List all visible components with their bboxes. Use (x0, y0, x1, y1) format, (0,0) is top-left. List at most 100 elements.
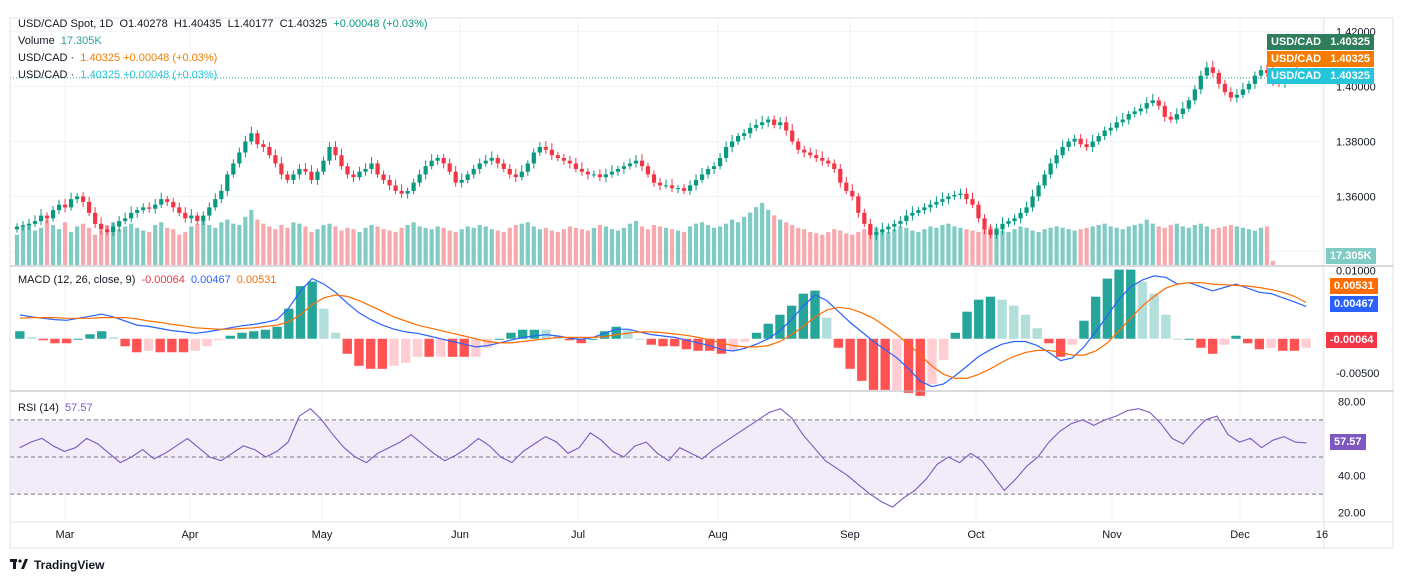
candle-body (976, 204, 981, 219)
volume-bar (736, 222, 741, 265)
macd-hist-bar (822, 317, 832, 339)
footer-brand[interactable]: TradingView (10, 558, 104, 572)
candle-body (435, 157, 440, 161)
candle-body (237, 152, 242, 164)
macd-hist-bar (1149, 293, 1159, 339)
ma2-legend[interactable]: USD/CAD · 1.40325 +0.00048 (+0.03%) (18, 68, 220, 82)
time-tick-label: Dec (1230, 529, 1250, 541)
volume-bar (147, 231, 152, 265)
volume-bar (117, 229, 122, 265)
volume-bar (585, 230, 590, 265)
macd-hist-bar (1079, 320, 1089, 339)
candle-body (1090, 141, 1095, 147)
candle-body (1066, 141, 1071, 147)
volume-bar (742, 216, 747, 265)
macd-hist-bar (354, 338, 364, 366)
rsi-legend[interactable]: RSI (14) 57.57 (18, 401, 96, 415)
volume-bar (549, 230, 554, 265)
price-tag-3: USD/CAD 1.40325 (1267, 68, 1374, 84)
tradingview-logo-icon (10, 559, 28, 569)
volume-bar (639, 226, 645, 265)
candle-body (1144, 103, 1149, 109)
volume-bar (862, 229, 867, 265)
candle-body (243, 141, 248, 153)
volume-bar (952, 226, 957, 265)
volume-bar (543, 227, 548, 265)
volume-bar (231, 223, 236, 265)
volume-bar (501, 231, 506, 265)
volume-bar (153, 225, 158, 265)
rsi-tick-label: 80.00 (1338, 396, 1366, 408)
candle-body (1096, 136, 1101, 142)
volume-legend[interactable]: Volume 17.305K (18, 34, 105, 48)
candle-body (261, 144, 266, 147)
macd-hist-bar (845, 338, 855, 369)
time-tick-label: Sep (840, 529, 860, 541)
candle-body (802, 149, 807, 153)
volume-bar (369, 225, 374, 265)
macd-hist-bar (880, 338, 890, 390)
volume-bar (1240, 227, 1245, 265)
candle-body (958, 193, 963, 196)
candle-body (453, 171, 458, 183)
candle-body (105, 229, 110, 233)
candle-body (1018, 212, 1023, 219)
macd-hist-bar (751, 332, 762, 339)
candle-body (531, 152, 536, 164)
candle-body (123, 218, 128, 222)
volume-bar (693, 223, 699, 265)
volume-bar (1036, 231, 1041, 265)
candle-body (1054, 155, 1059, 164)
candle-body (748, 127, 753, 134)
candle-body (447, 163, 452, 172)
ma2-label: USD/CAD · (18, 69, 75, 81)
candle-body (423, 166, 428, 175)
rsi-band (10, 419, 1324, 495)
candle-body (477, 163, 482, 169)
volume-bar (213, 227, 218, 265)
volume-bar (1144, 219, 1149, 265)
ma1-legend[interactable]: USD/CAD · 1.40325 +0.00048 (+0.03%) (18, 51, 220, 65)
volume-bar (50, 225, 56, 265)
candle-body (303, 168, 308, 172)
volume-bar (123, 226, 128, 265)
volume-bar (225, 219, 230, 265)
macd-legend[interactable]: MACD (12, 26, close, 9) -0.00064 0.00467… (18, 273, 280, 287)
macd-hist-bar (658, 338, 668, 347)
macd-hist-bar (482, 338, 493, 348)
volume-bar (68, 231, 74, 265)
volume-bar (171, 229, 176, 265)
macd-hist-bar (401, 338, 411, 363)
candle-body (1024, 207, 1029, 213)
candle-body (285, 174, 290, 180)
volume-bar (87, 227, 92, 265)
volume-bar (315, 229, 320, 265)
macd-hist-bar (974, 299, 984, 339)
price-tag-1-value: 1.40325 (1330, 36, 1370, 48)
volume-bar (1138, 223, 1143, 265)
volume-bar (699, 222, 705, 265)
candle-body (38, 215, 44, 222)
volume-bar (1222, 226, 1227, 265)
candle-body (820, 157, 825, 161)
candle-body (910, 212, 915, 216)
macd-hist-bar (143, 338, 154, 351)
candle-body (615, 168, 621, 172)
volume-bar (886, 231, 891, 265)
candle-body (633, 160, 639, 164)
candle-body (1012, 218, 1017, 222)
volume-bar (141, 230, 146, 265)
volume-bar (327, 223, 332, 265)
volume-bar (20, 226, 26, 265)
volume-bar (177, 234, 182, 265)
volume-bar (1102, 223, 1107, 265)
candle-body (585, 171, 590, 175)
volume-bar (1270, 260, 1276, 265)
candlesticks[interactable] (10, 60, 1324, 240)
macd-hist-bar (576, 338, 586, 344)
candle-body (1252, 75, 1258, 84)
ma1-label: USD/CAD · (18, 52, 75, 64)
candle-body (964, 193, 969, 200)
price-tag-2-label: USD/CAD (1271, 53, 1322, 65)
